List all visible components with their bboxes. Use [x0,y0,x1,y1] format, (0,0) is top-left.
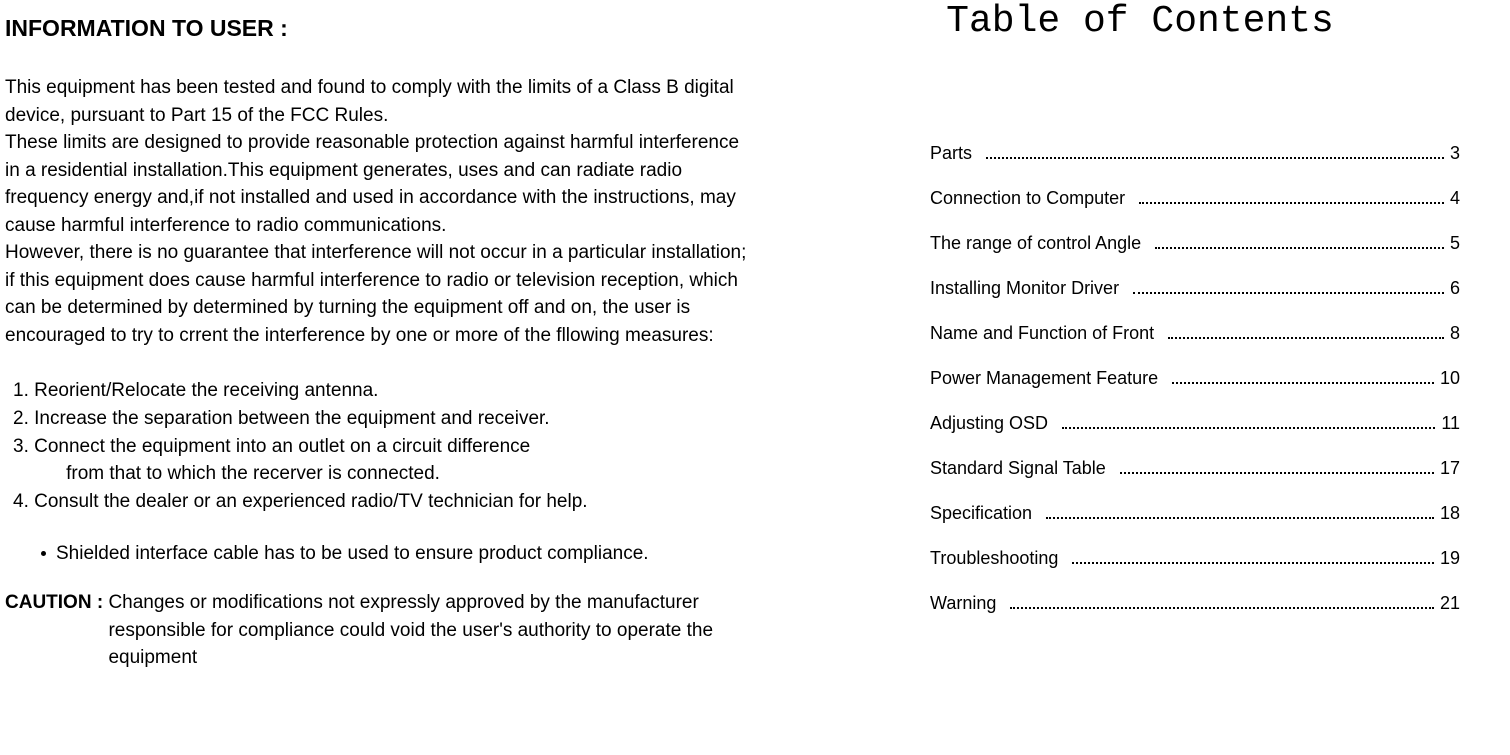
toc-row: Specification 18 [930,503,1460,524]
toc-title: Table of Contents [810,0,1470,43]
toc-row: Parts 3 [930,143,1460,164]
toc-page: 10 [1440,368,1460,389]
toc-label: Standard Signal Table [930,458,1106,479]
bullet-row: Shielded interface cable has to be used … [5,543,750,565]
measures-list: 1. Reorient/Relocate the receiving anten… [5,377,750,515]
caution-label: CAUTION : [5,589,108,672]
toc-dots [1120,472,1434,474]
toc-page: 19 [1440,548,1460,569]
toc-page: 8 [1450,323,1460,344]
toc-row: Power Management Feature 10 [930,368,1460,389]
toc-dots [986,157,1444,159]
toc-page: 21 [1440,593,1460,614]
toc-row: Troubleshooting 19 [930,548,1460,569]
info-paragraph: This equipment has been tested and found… [5,74,750,349]
toc-row: Name and Function of Front 8 [930,323,1460,344]
toc-label: Name and Function of Front [930,323,1154,344]
toc-page: 11 [1441,413,1460,434]
toc-label: The range of control Angle [930,233,1141,254]
toc-label: Warning [930,593,996,614]
left-page: INFORMATION TO USER : This equipment has… [0,0,770,755]
right-page: Table of Contents Parts 3 Connection to … [770,0,1510,755]
info-heading: INFORMATION TO USER : [5,15,750,42]
toc-row: Installing Monitor Driver 6 [930,278,1460,299]
toc-dots [1172,382,1434,384]
measure-2: 2. Increase the separation between the e… [13,405,750,433]
toc-list: Parts 3 Connection to Computer 4 The ran… [810,143,1470,614]
caution-text: Changes or modifications not expressly a… [108,589,750,672]
toc-label: Installing Monitor Driver [930,278,1119,299]
toc-label: Troubleshooting [930,548,1058,569]
toc-dots [1046,517,1434,519]
toc-row: Adjusting OSD 11 [930,413,1460,434]
toc-label: Power Management Feature [930,368,1158,389]
toc-page: 17 [1440,458,1460,479]
toc-row: Standard Signal Table 17 [930,458,1460,479]
toc-row: The range of control Angle 5 [930,233,1460,254]
toc-row: Warning 21 [930,593,1460,614]
bullet-text: Shielded interface cable has to be used … [56,543,649,565]
toc-dots [1155,247,1444,249]
toc-row: Connection to Computer 4 [930,188,1460,209]
toc-label: Connection to Computer [930,188,1125,209]
toc-label: Specification [930,503,1032,524]
toc-dots [1168,337,1444,339]
toc-dots [1133,292,1444,294]
measure-3a: 3. Connect the equipment into an outlet … [13,433,750,461]
measure-4: 4. Consult the dealer or an experienced … [13,488,750,516]
measure-1: 1. Reorient/Relocate the receiving anten… [13,377,750,405]
caution-block: CAUTION : Changes or modifications not e… [5,589,750,672]
toc-dots [1062,427,1435,429]
toc-page: 4 [1450,188,1460,209]
toc-label: Adjusting OSD [930,413,1048,434]
toc-page: 18 [1440,503,1460,524]
toc-page: 3 [1450,143,1460,164]
toc-dots [1010,607,1434,609]
toc-dots [1139,202,1444,204]
toc-dots [1072,562,1434,564]
measure-3b: from that to which the recerver is conne… [13,460,750,488]
bullet-icon [41,551,46,556]
toc-page: 5 [1450,233,1460,254]
toc-label: Parts [930,143,972,164]
toc-page: 6 [1450,278,1460,299]
